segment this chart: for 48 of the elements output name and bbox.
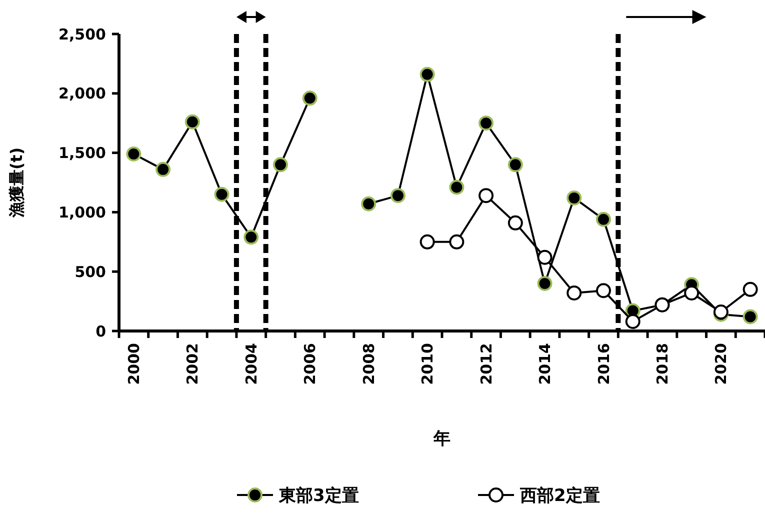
point xyxy=(478,116,494,131)
y-tick-label: 500 xyxy=(74,262,106,281)
x-tick-label: 2002 xyxy=(184,343,202,385)
x-tick-label: 2008 xyxy=(360,343,378,385)
point xyxy=(742,309,758,324)
y-tick-label: 2,000 xyxy=(58,84,106,103)
point xyxy=(126,146,142,162)
point xyxy=(244,230,259,245)
point xyxy=(537,250,552,265)
point xyxy=(625,314,640,329)
x-tick-label: 2016 xyxy=(594,343,613,385)
point xyxy=(156,162,171,177)
x-tick-label: 2012 xyxy=(477,343,496,385)
point xyxy=(184,114,200,130)
point xyxy=(508,215,523,230)
point xyxy=(449,180,464,195)
point xyxy=(508,157,523,172)
legend-label: 西部2定置 xyxy=(519,486,600,506)
point xyxy=(449,234,464,250)
point xyxy=(684,285,700,300)
x-tick-label: 2014 xyxy=(536,343,554,385)
x-tick-label: 2020 xyxy=(712,343,730,385)
y-axis-title: 漁獲量(t) xyxy=(7,147,26,219)
point xyxy=(566,190,582,206)
point xyxy=(420,234,435,250)
point xyxy=(390,188,406,204)
point xyxy=(420,66,435,82)
point xyxy=(596,283,611,298)
point xyxy=(214,186,230,202)
x-tick-label: 2006 xyxy=(301,343,320,385)
point xyxy=(302,90,318,106)
x-axis-title: 年 xyxy=(432,429,450,449)
y-tick-label: 0 xyxy=(96,322,106,340)
point xyxy=(596,212,611,227)
x-tick-label: 2004 xyxy=(242,343,260,385)
point xyxy=(566,285,582,300)
point xyxy=(537,276,552,291)
point xyxy=(478,188,494,204)
point xyxy=(273,157,288,172)
point xyxy=(742,282,758,297)
x-tick-label: 2010 xyxy=(418,343,437,385)
y-tick-label: 2,500 xyxy=(58,25,106,44)
y-tick-label: 1,000 xyxy=(58,203,106,222)
point xyxy=(361,196,376,212)
y-tick-label: 1,500 xyxy=(58,144,106,162)
legend-label: 東部3定置 xyxy=(278,486,359,506)
x-tick-label: 2000 xyxy=(124,343,143,385)
x-tick-label: 2018 xyxy=(653,343,672,385)
